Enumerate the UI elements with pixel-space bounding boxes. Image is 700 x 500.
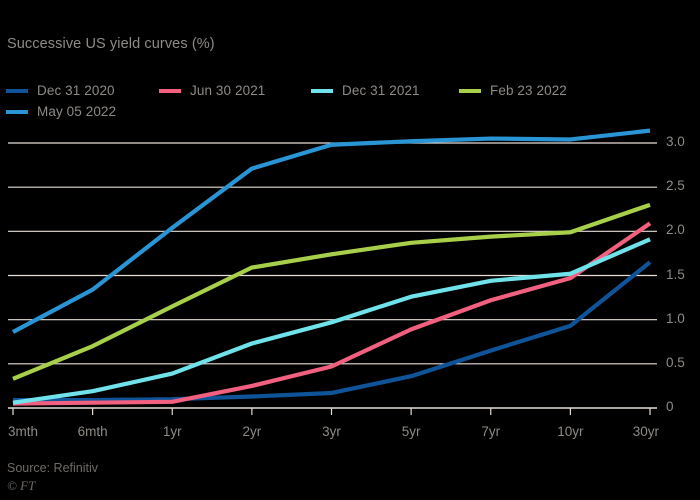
- legend-swatch-feb-23-2022: [459, 88, 481, 93]
- legend-swatch-dec-31-2021: [311, 88, 333, 93]
- ft-copyright: © FT: [7, 478, 36, 493]
- chart-footer: Source: Refinitiv © FT: [7, 460, 98, 494]
- legend-label-may-05-2022: May 05 2022: [37, 104, 117, 119]
- legend-label-feb-23-2022: Feb 23 2022: [490, 83, 567, 98]
- legend-swatch-dec-31-2020: [6, 88, 28, 93]
- series-lines: [12, 128, 652, 406]
- legend-item-dec-31-2020[interactable]: Dec 31 2020: [6, 80, 159, 101]
- chart-title: Successive US yield curves (%): [7, 36, 215, 52]
- legend-swatch-jun-30-2021: [159, 88, 181, 93]
- legend-item-jun-30-2021[interactable]: Jun 30 2021: [159, 80, 311, 101]
- legend-item-may-05-2022[interactable]: May 05 2022: [6, 101, 116, 122]
- legend-item-feb-23-2022[interactable]: Feb 23 2022: [459, 80, 567, 101]
- legend-swatch-may-05-2022: [6, 109, 28, 114]
- series-line-dec-31-2020: [13, 260, 652, 403]
- series-line-dec-31-2021: [12, 237, 651, 405]
- x-axis-ticks: [12, 408, 651, 415]
- series-line-feb-23-2022: [12, 202, 651, 381]
- chart-legend: Dec 31 2020 Jun 30 2021 Dec 31 2021 Feb …: [6, 80, 696, 122]
- legend-label-dec-31-2020: Dec 31 2020: [37, 83, 115, 98]
- series-line-may-05-2022: [12, 128, 651, 334]
- legend-item-dec-31-2021[interactable]: Dec 31 2021: [311, 80, 459, 101]
- legend-row-2: May 05 2022: [6, 101, 696, 122]
- legend-row-1: Dec 31 2020 Jun 30 2021 Dec 31 2021 Feb …: [6, 80, 696, 101]
- legend-label-dec-31-2021: Dec 31 2021: [342, 83, 420, 98]
- legend-label-jun-30-2021: Jun 30 2021: [190, 83, 266, 98]
- source-text: Source: Refinitiv: [7, 461, 99, 475]
- series-line-jun-30-2021: [12, 221, 652, 406]
